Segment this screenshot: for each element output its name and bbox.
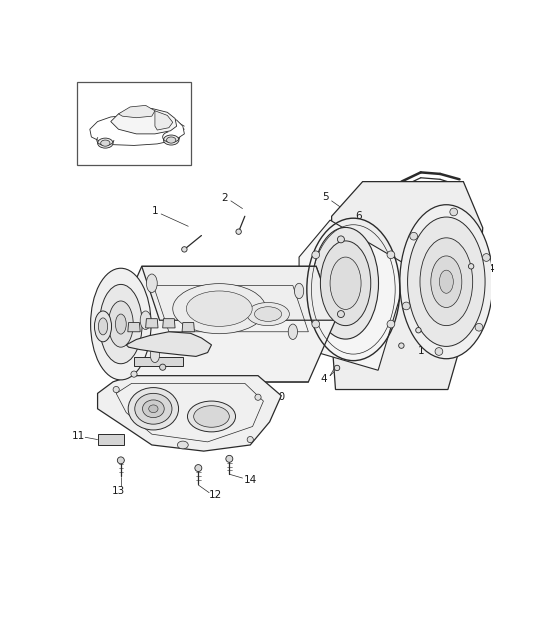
Ellipse shape: [468, 264, 474, 269]
Ellipse shape: [160, 364, 166, 371]
Ellipse shape: [98, 138, 113, 148]
Ellipse shape: [178, 441, 188, 449]
Polygon shape: [299, 220, 409, 371]
Ellipse shape: [186, 291, 252, 327]
Polygon shape: [90, 115, 184, 146]
Ellipse shape: [255, 394, 261, 400]
Polygon shape: [146, 318, 158, 328]
Ellipse shape: [236, 229, 241, 234]
Text: 7: 7: [99, 333, 106, 343]
Ellipse shape: [337, 311, 344, 318]
Ellipse shape: [147, 274, 158, 293]
Text: 8: 8: [135, 354, 141, 364]
Ellipse shape: [320, 241, 371, 325]
Ellipse shape: [128, 387, 179, 430]
Text: 13: 13: [112, 486, 125, 496]
Ellipse shape: [116, 314, 126, 334]
Ellipse shape: [288, 324, 298, 340]
Text: 4: 4: [487, 264, 494, 274]
Ellipse shape: [402, 302, 410, 310]
Ellipse shape: [450, 208, 458, 216]
Ellipse shape: [312, 320, 319, 328]
Ellipse shape: [187, 401, 235, 432]
Ellipse shape: [398, 343, 404, 349]
Ellipse shape: [173, 284, 266, 333]
Polygon shape: [162, 318, 175, 328]
Polygon shape: [182, 323, 195, 332]
Text: 1: 1: [418, 346, 425, 356]
Ellipse shape: [117, 457, 124, 464]
Ellipse shape: [108, 301, 133, 347]
Ellipse shape: [435, 348, 443, 355]
Polygon shape: [111, 109, 177, 134]
Ellipse shape: [431, 256, 462, 308]
Ellipse shape: [226, 455, 233, 462]
Ellipse shape: [101, 140, 110, 146]
Ellipse shape: [247, 303, 289, 325]
Ellipse shape: [408, 217, 485, 347]
Ellipse shape: [255, 306, 282, 322]
Polygon shape: [126, 332, 211, 357]
Ellipse shape: [193, 406, 229, 427]
Ellipse shape: [330, 257, 361, 310]
Ellipse shape: [387, 251, 395, 259]
Text: 3: 3: [434, 328, 440, 338]
Ellipse shape: [337, 236, 344, 243]
Text: 4: 4: [320, 374, 327, 384]
Text: 6: 6: [355, 211, 362, 221]
Text: 6: 6: [355, 309, 362, 319]
Text: 5: 5: [322, 192, 329, 202]
Ellipse shape: [113, 386, 119, 392]
Ellipse shape: [482, 254, 490, 261]
Text: 12: 12: [209, 490, 222, 500]
Ellipse shape: [410, 232, 417, 240]
Ellipse shape: [181, 247, 187, 252]
Polygon shape: [118, 106, 155, 117]
Ellipse shape: [149, 405, 158, 413]
Polygon shape: [142, 266, 336, 320]
Text: 1: 1: [152, 206, 158, 216]
Ellipse shape: [312, 251, 319, 259]
Ellipse shape: [195, 465, 202, 472]
Ellipse shape: [439, 270, 453, 293]
Ellipse shape: [400, 205, 493, 359]
Ellipse shape: [140, 311, 151, 330]
Text: 2: 2: [221, 193, 228, 203]
Ellipse shape: [135, 393, 172, 424]
Ellipse shape: [247, 436, 253, 443]
Polygon shape: [114, 266, 336, 382]
Ellipse shape: [98, 318, 108, 335]
Ellipse shape: [164, 135, 179, 145]
Ellipse shape: [475, 323, 483, 331]
Ellipse shape: [100, 284, 142, 364]
Polygon shape: [98, 434, 124, 445]
Ellipse shape: [90, 268, 151, 380]
Ellipse shape: [420, 238, 473, 325]
Ellipse shape: [387, 320, 395, 328]
Polygon shape: [98, 376, 281, 451]
Text: 9: 9: [111, 354, 118, 364]
Ellipse shape: [294, 283, 304, 299]
Polygon shape: [331, 181, 483, 389]
Ellipse shape: [131, 371, 137, 377]
Text: 11: 11: [71, 431, 85, 441]
Ellipse shape: [416, 328, 421, 333]
Ellipse shape: [334, 365, 340, 371]
Ellipse shape: [143, 400, 164, 418]
Ellipse shape: [313, 227, 379, 339]
Polygon shape: [134, 357, 183, 366]
Polygon shape: [77, 82, 191, 165]
Ellipse shape: [167, 137, 176, 143]
Ellipse shape: [94, 311, 112, 342]
Text: 10: 10: [272, 392, 286, 402]
Polygon shape: [155, 111, 173, 130]
Text: 14: 14: [244, 475, 257, 485]
Ellipse shape: [150, 347, 160, 362]
Polygon shape: [128, 323, 140, 332]
